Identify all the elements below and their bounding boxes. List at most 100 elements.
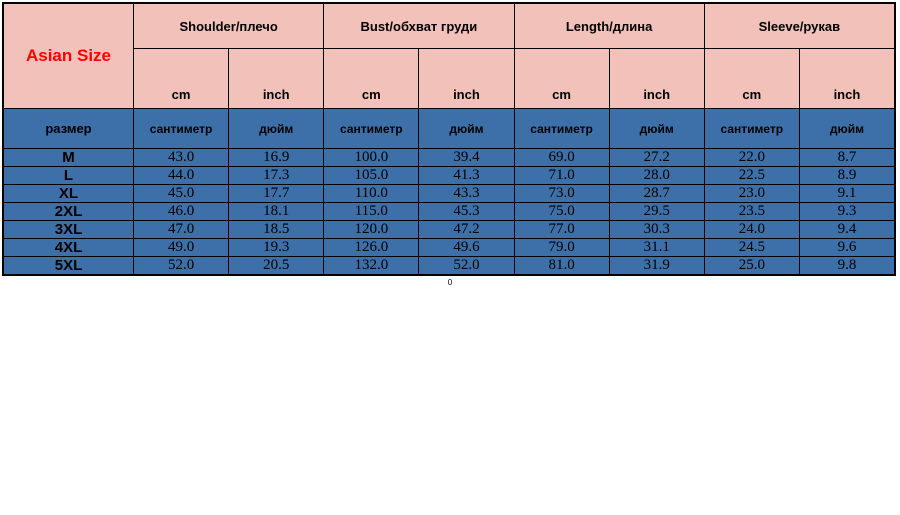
data-col-inch: 16.9 17.3 17.7 18.1 18.5 19.3 20.5 <box>229 149 323 274</box>
data-cell: 28.7 <box>610 185 704 203</box>
data-cell: 81.0 <box>515 257 609 274</box>
data-cell: 45.0 <box>134 185 228 203</box>
size-3xl: 3XL <box>4 221 134 239</box>
data-cell: 19.3 <box>229 239 323 257</box>
data-cell: 126.0 <box>324 239 418 257</box>
body-region: M L XL 2XL 3XL 4XL 5XL 43.0 44.0 45.0 46… <box>4 149 894 274</box>
ru-pair: сантиметр дюйм <box>705 109 894 149</box>
header-region: Asian Size Shoulder/плечо cm inch Bust/о… <box>4 4 894 109</box>
ru-pair: сантиметр дюйм <box>515 109 705 149</box>
size-chart-table: Asian Size Shoulder/плечо cm inch Bust/о… <box>2 2 896 276</box>
data-cell: 9.4 <box>800 221 894 239</box>
ru-inch: дюйм <box>229 109 323 149</box>
data-col-inch: 8.7 8.9 9.1 9.3 9.4 9.6 9.8 <box>800 149 894 274</box>
ru-cm: сантиметр <box>705 109 800 149</box>
data-cell: 75.0 <box>515 203 609 221</box>
data-cell: 20.5 <box>229 257 323 274</box>
data-cell: 45.3 <box>419 203 513 221</box>
data-cell: 49.0 <box>134 239 228 257</box>
data-group-sleeve: 22.0 22.5 23.0 23.5 24.0 24.5 25.0 8.7 8… <box>705 149 894 274</box>
data-cell: 132.0 <box>324 257 418 274</box>
data-cell: 69.0 <box>515 149 609 167</box>
data-group-length: 69.0 71.0 73.0 75.0 77.0 79.0 81.0 27.2 … <box>515 149 705 274</box>
unit-cm: cm <box>324 49 419 109</box>
data-cell: 105.0 <box>324 167 418 185</box>
size-l: L <box>4 167 134 185</box>
footnote: 0 <box>0 278 900 287</box>
data-cell: 28.0 <box>610 167 704 185</box>
data-cell: 47.0 <box>134 221 228 239</box>
data-cell: 17.7 <box>229 185 323 203</box>
data-cell: 44.0 <box>134 167 228 185</box>
size-5xl: 5XL <box>4 257 134 274</box>
size-m: M <box>4 149 134 167</box>
group-title: Shoulder/плечо <box>134 4 323 49</box>
data-cell: 73.0 <box>515 185 609 203</box>
ru-cm: сантиметр <box>324 109 419 149</box>
data-cell: 30.3 <box>610 221 704 239</box>
group-units: cm inch <box>134 49 323 109</box>
data-cell: 31.1 <box>610 239 704 257</box>
unit-cm: cm <box>705 49 800 109</box>
data-cell: 43.3 <box>419 185 513 203</box>
data-cell: 24.0 <box>705 221 799 239</box>
unit-inch: inch <box>610 49 704 109</box>
measure-groups: Shoulder/плечо cm inch Bust/обхват груди… <box>134 4 894 109</box>
data-cell: 43.0 <box>134 149 228 167</box>
group-title: Length/длина <box>515 4 704 49</box>
ru-cm: сантиметр <box>515 109 610 149</box>
size-column: M L XL 2XL 3XL 4XL 5XL <box>4 149 134 274</box>
data-cell: 79.0 <box>515 239 609 257</box>
data-cell: 77.0 <box>515 221 609 239</box>
data-cell: 22.5 <box>705 167 799 185</box>
data-cell: 47.2 <box>419 221 513 239</box>
data-cell: 9.6 <box>800 239 894 257</box>
group-title: Bust/обхват груди <box>324 4 513 49</box>
size-xl: XL <box>4 185 134 203</box>
data-cell: 23.0 <box>705 185 799 203</box>
data-cell: 52.0 <box>134 257 228 274</box>
data-cell: 110.0 <box>324 185 418 203</box>
data-cell: 9.3 <box>800 203 894 221</box>
group-title: Sleeve/рукав <box>705 4 894 49</box>
data-cell: 49.6 <box>419 239 513 257</box>
unit-cm: cm <box>134 49 229 109</box>
data-cell: 17.3 <box>229 167 323 185</box>
data-cell: 39.4 <box>419 149 513 167</box>
data-cell: 25.0 <box>705 257 799 274</box>
data-group-shoulder: 43.0 44.0 45.0 46.0 47.0 49.0 52.0 16.9 … <box>134 149 324 274</box>
data-cell: 22.0 <box>705 149 799 167</box>
ru-inch: дюйм <box>800 109 894 149</box>
data-cell: 8.7 <box>800 149 894 167</box>
data-col-cm: 69.0 71.0 73.0 75.0 77.0 79.0 81.0 <box>515 149 610 274</box>
corner-label: Asian Size <box>4 4 134 109</box>
size-2xl: 2XL <box>4 203 134 221</box>
ru-pair: сантиметр дюйм <box>324 109 514 149</box>
data-cell: 18.5 <box>229 221 323 239</box>
data-cell: 23.5 <box>705 203 799 221</box>
unit-cm: cm <box>515 49 610 109</box>
ru-inch: дюйм <box>610 109 704 149</box>
data-cell: 31.9 <box>610 257 704 274</box>
data-cell: 52.0 <box>419 257 513 274</box>
group-bust: Bust/обхват груди cm inch <box>324 4 514 109</box>
data-col-inch: 39.4 41.3 43.3 45.3 47.2 49.6 52.0 <box>419 149 513 274</box>
group-units: cm inch <box>515 49 704 109</box>
data-cell: 18.1 <box>229 203 323 221</box>
data-cell: 71.0 <box>515 167 609 185</box>
russian-units-row: размер сантиметр дюйм сантиметр дюйм сан… <box>4 109 894 149</box>
data-cell: 115.0 <box>324 203 418 221</box>
data-cell: 46.0 <box>134 203 228 221</box>
ru-pair: сантиметр дюйм <box>134 109 324 149</box>
group-units: cm inch <box>324 49 513 109</box>
data-cell: 8.9 <box>800 167 894 185</box>
data-cell: 120.0 <box>324 221 418 239</box>
data-col-cm: 100.0 105.0 110.0 115.0 120.0 126.0 132.… <box>324 149 419 274</box>
ru-size-label: размер <box>4 109 134 149</box>
data-cell: 24.5 <box>705 239 799 257</box>
data-cell: 29.5 <box>610 203 704 221</box>
group-sleeve: Sleeve/рукав cm inch <box>705 4 894 109</box>
data-cell: 41.3 <box>419 167 513 185</box>
data-cell: 16.9 <box>229 149 323 167</box>
unit-inch: inch <box>229 49 323 109</box>
